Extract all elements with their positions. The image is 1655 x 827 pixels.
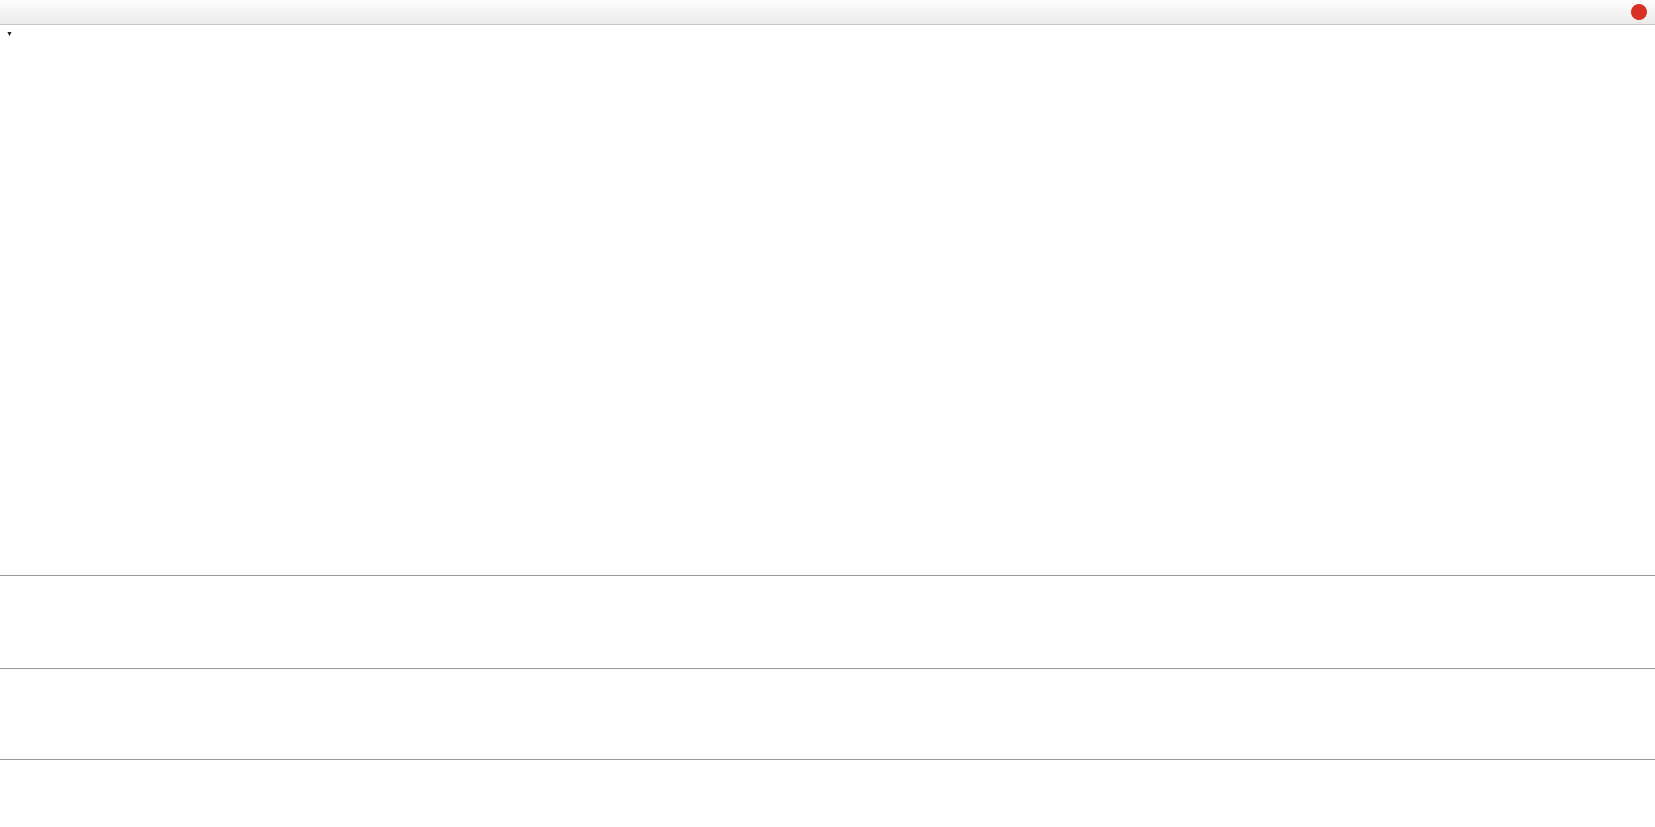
chart-title: ▼ bbox=[6, 29, 24, 40]
symbol-dropdown-icon[interactable]: ▼ bbox=[6, 31, 13, 38]
time-axis[interactable] bbox=[0, 760, 1655, 784]
rsi-title bbox=[6, 673, 11, 684]
toolbar-right bbox=[1613, 2, 1651, 23]
search-button[interactable] bbox=[1614, 2, 1622, 23]
price-chart-panel[interactable] bbox=[0, 25, 1655, 576]
notification-badge[interactable] bbox=[1631, 4, 1647, 20]
toolbar bbox=[0, 0, 1655, 25]
rsi-panel[interactable] bbox=[0, 669, 1655, 760]
macd-title bbox=[6, 580, 16, 591]
macd-panel[interactable] bbox=[0, 576, 1655, 669]
